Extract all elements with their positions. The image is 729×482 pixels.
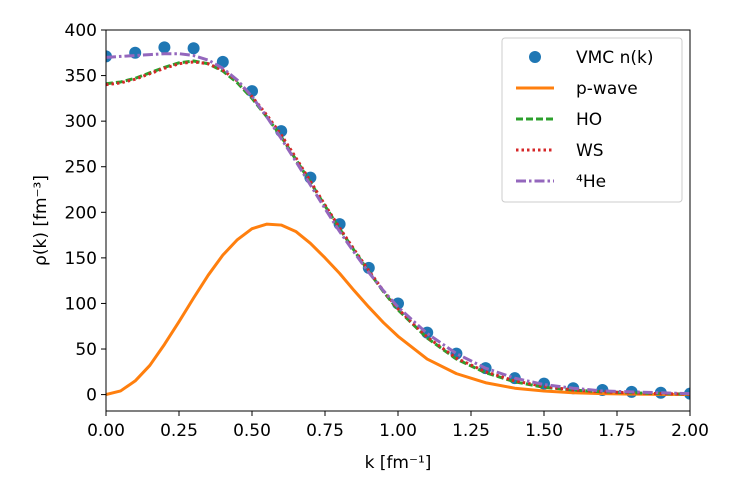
y-axis-label: ρ(k) [fm⁻³] — [31, 175, 51, 266]
series-line — [106, 222, 690, 397]
y-tick-label: 150 — [65, 249, 97, 269]
legend-box — [501, 37, 683, 203]
data-point — [187, 42, 200, 55]
legend-marker — [529, 51, 541, 63]
y-tick-label: 50 — [75, 340, 97, 360]
y-tick-label: 400 — [65, 21, 97, 41]
y-tick-label: 200 — [65, 203, 97, 223]
y-tick-label: 250 — [65, 158, 97, 178]
x-tick-label: 0.00 — [87, 421, 125, 441]
legend-label: WS — [576, 141, 604, 161]
legend-entry: VMC n(k) — [529, 48, 653, 68]
x-tick-label: 0.50 — [233, 421, 271, 441]
x-axis-label: k [fm⁻¹] — [365, 453, 432, 473]
legend-entry: ⁴He — [516, 172, 606, 192]
x-tick-label: 1.00 — [379, 421, 417, 441]
plot-area — [106, 41, 690, 400]
x-tick-label: 2.00 — [671, 421, 709, 441]
legend-entry: p-wave — [516, 79, 638, 99]
y-tick-label: 0 — [86, 386, 97, 406]
legend: VMC n(k) p-wave HO WS ⁴He — [501, 37, 683, 203]
legend-label: p-wave — [576, 79, 638, 99]
y-tick-label: 300 — [65, 112, 97, 132]
x-tick-label: 1.25 — [452, 421, 490, 441]
y-tick-label: 350 — [65, 67, 97, 87]
x-tick-label: 1.75 — [598, 421, 636, 441]
legend-entry: WS — [516, 141, 604, 161]
series-3 — [106, 60, 690, 396]
legend-label: VMC n(k) — [576, 48, 653, 68]
x-tick-label: 0.25 — [160, 421, 198, 441]
data-point — [158, 41, 171, 54]
series-1 — [106, 222, 690, 397]
y-tick-label: 100 — [65, 294, 97, 314]
legend-entry: HO — [516, 110, 602, 130]
series-line — [106, 60, 690, 396]
axes: 0.00 0.25 0.50 0.75 1.00 1.25 1.50 1.75 2.00 0 50 1… — [65, 21, 709, 441]
legend-label: ⁴He — [576, 172, 606, 192]
legend-label: HO — [576, 110, 602, 130]
x-tick-label: 0.75 — [306, 421, 344, 441]
x-tick-label: 1.50 — [525, 421, 563, 441]
